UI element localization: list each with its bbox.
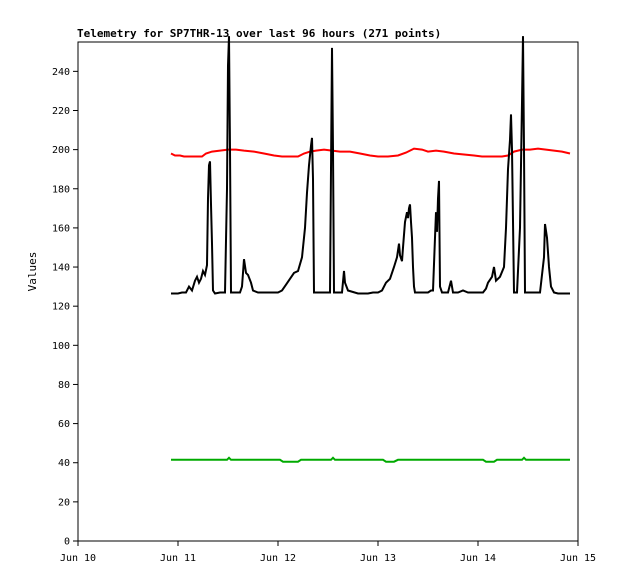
x-tick-label: Jun 14 [460, 553, 496, 564]
y-tick-label: 160 [52, 223, 70, 234]
y-tick-label: 20 [58, 497, 70, 508]
y-tick-label: 120 [52, 302, 70, 313]
series-line-3 [171, 456, 570, 463]
y-tick-label: 40 [58, 458, 70, 469]
x-tick-label: Jun 15 [560, 553, 596, 564]
axes-layer: 0 20 40 60 80 100 120 140 160 180 200 220 240 Jun 10 J… [52, 41, 596, 564]
y-tick-label: 140 [52, 263, 70, 274]
x-tick-label: Jun 12 [260, 553, 296, 564]
y-tick-label: 60 [58, 419, 70, 430]
x-tick-label: Jun 11 [160, 553, 196, 564]
series-line-2 [171, 36, 570, 295]
y-tick-label: 0 [64, 537, 70, 548]
y-tick-label: 220 [52, 106, 70, 117]
x-tick-label: Jun 13 [360, 553, 396, 564]
y-tick-label: 200 [52, 145, 70, 156]
series-line-1 [170, 147, 571, 158]
x-tick-label: Jun 10 [60, 553, 96, 564]
y-tick-label: 240 [52, 67, 70, 78]
plot-area-frame [77, 41, 579, 542]
chart-title: Telemetry for SP7THR-13 over last 96 hou… [77, 27, 441, 40]
y-tick-label: 100 [52, 341, 70, 352]
y-axis-label: Values [26, 252, 39, 292]
y-tick-label: 80 [58, 380, 70, 391]
series-layer [170, 36, 571, 463]
y-tick-label: 180 [52, 184, 70, 195]
